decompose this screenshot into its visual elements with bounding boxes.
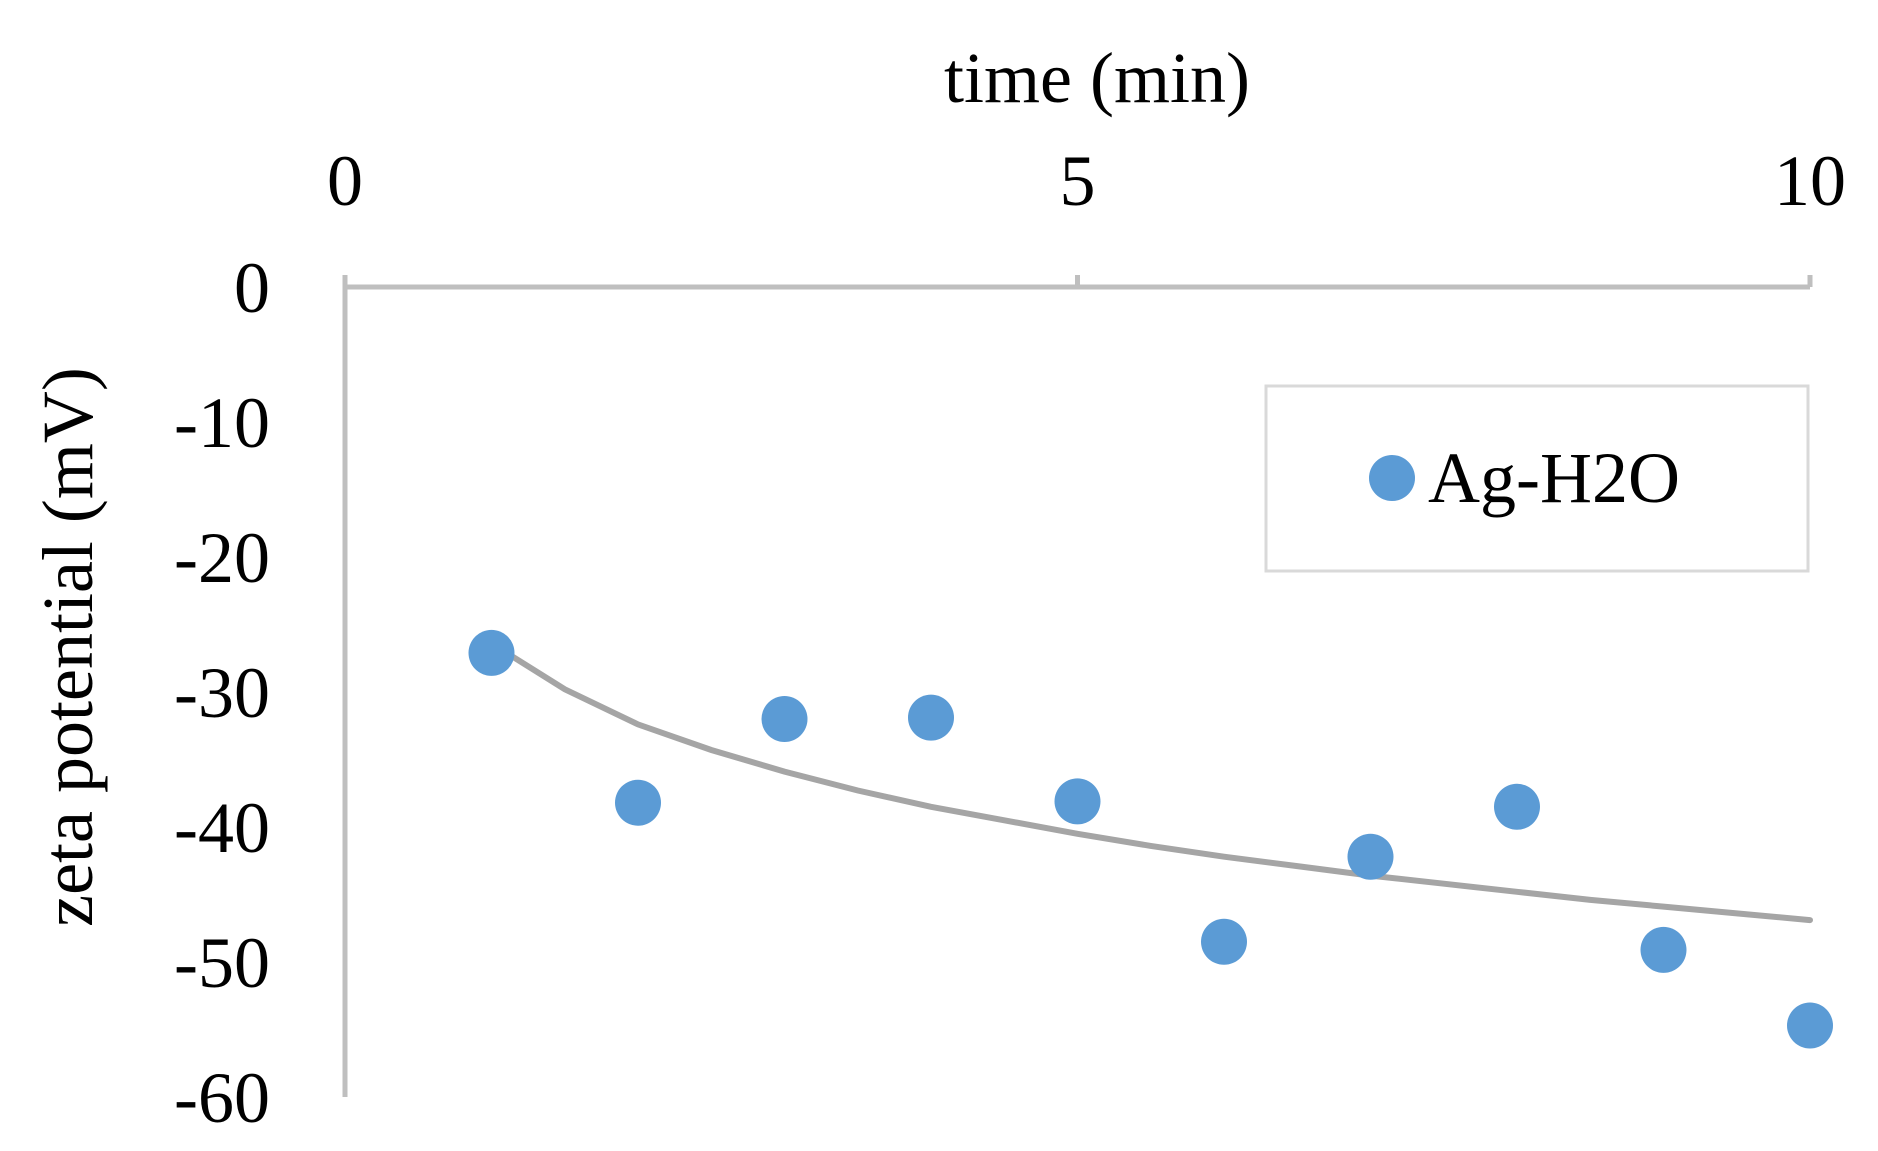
x-tick-label: 5 bbox=[1060, 141, 1096, 221]
x-tick-label: 10 bbox=[1774, 141, 1846, 221]
data-point bbox=[468, 629, 515, 676]
legend-label: Ag-H2O bbox=[1428, 438, 1680, 518]
x-axis-title: time (min) bbox=[944, 38, 1250, 118]
data-points bbox=[468, 629, 1833, 1049]
data-point bbox=[1347, 833, 1394, 880]
y-tick-label: -10 bbox=[174, 383, 270, 463]
y-tick-label: -30 bbox=[174, 653, 270, 733]
y-tick-label: -20 bbox=[174, 518, 270, 598]
y-tick-label: 0 bbox=[234, 248, 270, 328]
x-tick-label: 0 bbox=[327, 141, 363, 221]
legend-box bbox=[1264, 384, 1810, 573]
data-point bbox=[1494, 783, 1540, 830]
trendline bbox=[488, 640, 1813, 924]
y-tick-label: -60 bbox=[174, 1058, 270, 1138]
y-axis-title: zeta potential (mV) bbox=[28, 367, 108, 927]
data-point bbox=[1787, 1002, 1833, 1049]
axes: 0 5 10 0 -10 -20 -30 -40 -50 -60 bbox=[174, 141, 1846, 1138]
data-point bbox=[1054, 778, 1101, 825]
data-point bbox=[615, 779, 661, 826]
data-point bbox=[1201, 918, 1247, 965]
y-tick-label: -50 bbox=[174, 923, 270, 1003]
trendline-layer bbox=[488, 640, 1813, 924]
legend-marker bbox=[1369, 455, 1415, 501]
legend: Ag-H2O bbox=[1264, 384, 1810, 573]
data-point bbox=[761, 696, 808, 742]
y-tick-label: -40 bbox=[174, 788, 270, 868]
data-point bbox=[908, 694, 954, 741]
data-point bbox=[1640, 926, 1687, 973]
